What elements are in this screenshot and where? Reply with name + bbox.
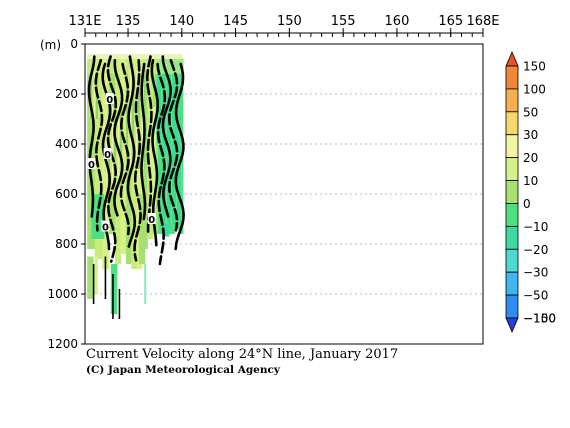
zero-contour-line	[94, 59, 104, 232]
colorbar-label: 50	[523, 105, 538, 119]
contour-label-bg	[101, 220, 110, 232]
colorbar-label: 150	[523, 60, 546, 74]
x-tick-label: 168E	[466, 14, 499, 29]
colorbar-band	[505, 65, 519, 90]
colorbar-label: 20	[523, 151, 538, 165]
zero-contour-line	[126, 55, 137, 248]
x-axis: 131E 135 140 145 150 155 160 165 168E	[68, 14, 500, 37]
colorbar-label: −30	[523, 266, 548, 280]
contour-label: 0	[148, 215, 155, 226]
contour-label-bg	[103, 148, 112, 159]
x-tick-label: 131E	[68, 14, 101, 29]
colorbar-label: −100	[523, 312, 556, 326]
y-tick-label: 600	[55, 187, 78, 201]
y-tick-label: 1200	[47, 337, 78, 351]
colorbar-label: 30	[523, 128, 538, 142]
colorbar-label: 0	[523, 197, 531, 211]
colorbar-label: −10	[523, 220, 548, 234]
velocity-cell	[144, 264, 147, 304]
chart-credit: (C) Japan Meteorological Agency	[86, 364, 280, 376]
velocity-cell	[110, 264, 118, 314]
chart-title: Current Velocity along 24°N line, Januar…	[86, 347, 399, 362]
contour-label: 0	[106, 95, 113, 106]
colorbar-band	[505, 180, 519, 204]
zero-contour-line	[140, 62, 147, 221]
x-tick-label: 165	[438, 14, 463, 29]
x-tick-label: 160	[385, 14, 410, 29]
colorbar-band	[505, 111, 519, 136]
contour-label: 0	[104, 150, 111, 161]
colorbar-label: 10	[523, 174, 538, 188]
y-tick-label: 800	[55, 237, 78, 251]
y-axis-label: (m)	[40, 38, 61, 52]
velocity-cell	[89, 69, 101, 119]
y-tick-label: 1000	[47, 287, 78, 301]
x-tick-label: 145	[223, 14, 248, 29]
colorbar-label: 100	[523, 82, 546, 96]
zero-contour-line	[119, 62, 131, 236]
contour-label-bg	[87, 158, 96, 169]
y-tick-label: 400	[55, 137, 78, 151]
velocity-cell	[178, 59, 184, 234]
contour-label-bg	[105, 93, 114, 104]
x-tick-label: 140	[169, 14, 194, 29]
colorbar-band	[505, 88, 519, 113]
contour-label: 0	[88, 160, 95, 171]
contour-label: 0	[102, 223, 109, 234]
colorbar-band	[505, 225, 519, 250]
velocity-cell	[94, 256, 98, 294]
zero-contour-line	[133, 59, 142, 262]
velocity-cell	[149, 106, 156, 219]
colorbar-band	[505, 248, 519, 273]
velocity-cell	[168, 59, 175, 234]
velocity-cell	[87, 54, 183, 74]
y-axis: 0 200 400 600 800 1000 1200	[47, 37, 85, 351]
colorbar-band	[505, 203, 519, 227]
zero-contour-line	[145, 55, 153, 233]
y-tick-label: 200	[55, 87, 78, 101]
zero-contour-line	[167, 59, 179, 232]
velocity-cell	[87, 256, 94, 299]
velocity-cell	[94, 59, 103, 259]
colorbar-band	[505, 271, 519, 296]
x-tick-label: 155	[331, 14, 356, 29]
zero-contour-line	[161, 55, 173, 218]
x-tick-label: 150	[277, 14, 302, 29]
colorbar-label: −150	[523, 312, 556, 326]
colorbar-band	[505, 294, 519, 319]
x-tick-label: 135	[116, 14, 141, 29]
velocity-cell	[163, 59, 170, 237]
colorbar-band	[505, 134, 519, 159]
zero-contours	[87, 55, 185, 319]
velocity-cell	[138, 194, 146, 264]
colorbar-band	[505, 157, 519, 181]
colorbar-band	[505, 317, 519, 334]
zero-contour-line	[106, 55, 118, 263]
zero-contour-line	[174, 62, 185, 251]
zero-contour-line	[156, 62, 167, 266]
contour-label-bg	[147, 213, 156, 224]
y-tick-label: 0	[70, 37, 78, 51]
colorbar-label: −20	[523, 243, 548, 257]
zero-contour-line	[87, 55, 96, 218]
colorbar-label: −50	[523, 289, 548, 303]
colorbar-band	[505, 50, 519, 67]
zero-contour-line	[113, 59, 124, 217]
